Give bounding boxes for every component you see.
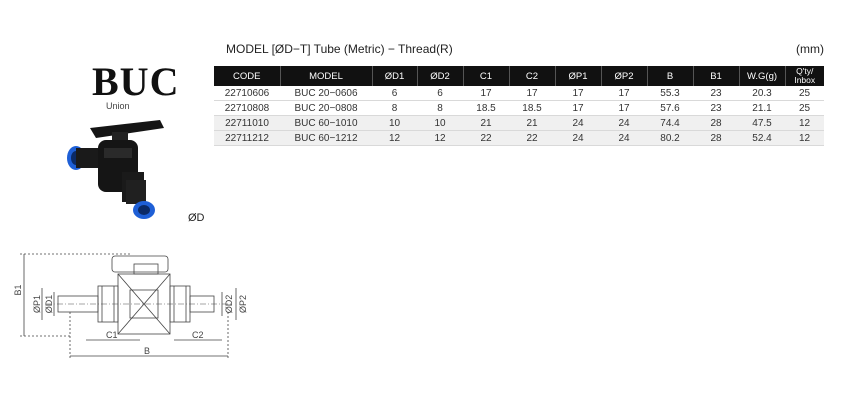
cell-qty: 25: [785, 100, 824, 116]
col-header: ØP2: [601, 66, 648, 86]
technical-drawing: B1 ØP1 ØD1 ØD2 ØP2 C1 C2 B: [13, 253, 248, 360]
cell-b: 57.6: [647, 100, 693, 116]
cell-wg: 52.4: [739, 130, 785, 146]
cell-c1: 18.5: [463, 100, 509, 116]
label-c2: C2: [192, 330, 204, 340]
cell-p1: 24: [555, 115, 601, 131]
cell-c1: 17: [463, 86, 509, 101]
cell-wg: 20.3: [739, 86, 785, 101]
cell-d1: 10: [372, 115, 417, 131]
cell-p2: 24: [601, 115, 647, 131]
cell-c2: 22: [509, 130, 555, 146]
label-b1: B1: [13, 284, 23, 295]
label-p1: ØP1: [32, 295, 42, 313]
label-p2: ØP2: [238, 295, 248, 313]
cell-d1: 8: [372, 100, 417, 116]
cell-d2: 10: [417, 115, 463, 131]
table-row: 22710606 BUC 20−0606 6 6 17 17 17 17 55.…: [214, 86, 824, 101]
col-header: B1: [693, 66, 740, 86]
cell-model: BUC 20−0606: [280, 86, 372, 101]
label-b: B: [144, 346, 150, 356]
product-image: [67, 120, 164, 219]
table-row: 22711212 BUC 60−1212 12 12 22 22 24 24 8…: [214, 130, 824, 146]
cell-model: BUC 20−0808: [280, 100, 372, 116]
qty-header-line1: Q'ty/: [796, 66, 814, 76]
cell-qty: 25: [785, 86, 824, 101]
cell-qty: 12: [785, 115, 824, 131]
cell-b: 55.3: [647, 86, 693, 101]
cell-code: 22710808: [214, 100, 280, 116]
cell-code: 22711212: [214, 130, 280, 146]
col-header: W.G(g): [739, 66, 786, 86]
cell-c2: 18.5: [509, 100, 555, 116]
cell-code: 22710606: [214, 86, 280, 101]
product-brand: BUC: [92, 59, 180, 104]
col-header: CODE: [214, 66, 281, 86]
cell-b1: 28: [693, 115, 739, 131]
cell-p1: 17: [555, 100, 601, 116]
cell-b1: 23: [693, 86, 739, 101]
cell-code: 22711010: [214, 115, 280, 131]
unit-label: (mm): [796, 42, 824, 56]
qty-header-line2: Inbox: [794, 75, 816, 85]
cell-d2: 8: [417, 100, 463, 116]
cell-wg: 47.5: [739, 115, 785, 131]
cell-c1: 21: [463, 115, 509, 131]
col-header: ØD1: [372, 66, 418, 86]
col-header: C1: [463, 66, 510, 86]
cell-p1: 24: [555, 130, 601, 146]
cell-p2: 24: [601, 130, 647, 146]
drawing-handle: [111, 255, 169, 273]
cell-c2: 17: [509, 86, 555, 101]
spec-table: CODE MODEL ØD1 ØD2 C1 C2 ØP1 ØP2 B B1 W.…: [214, 66, 824, 146]
cell-d1: 6: [372, 86, 417, 101]
cell-p1: 17: [555, 86, 601, 101]
cell-p2: 17: [601, 100, 647, 116]
cell-wg: 21.1: [739, 100, 785, 116]
cell-b1: 23: [693, 100, 739, 116]
product-subtitle: Union: [106, 101, 130, 111]
table-row: 22710808 BUC 20−0808 8 8 18.5 18.5 17 17…: [214, 100, 824, 116]
table-header-row: CODE MODEL ØD1 ØD2 C1 C2 ØP1 ØP2 B B1 W.…: [214, 66, 824, 86]
cell-d2: 6: [417, 86, 463, 101]
col-header-qty: Q'ty/ Inbox: [785, 66, 824, 86]
od-label: ØD: [188, 212, 205, 224]
cell-d1: 12: [372, 130, 417, 146]
cell-model: BUC 60−1212: [280, 130, 372, 146]
col-header: MODEL: [280, 66, 373, 86]
col-header: ØP1: [555, 66, 602, 86]
cell-c1: 22: [463, 130, 509, 146]
valve-handle: [90, 120, 164, 138]
cell-d2: 12: [417, 130, 463, 146]
cell-b1: 28: [693, 130, 739, 146]
label-d2: ØD2: [224, 295, 234, 314]
cell-model: BUC 60−1010: [280, 115, 372, 131]
col-header: ØD2: [417, 66, 464, 86]
cell-b: 80.2: [647, 130, 693, 146]
col-header: B: [647, 66, 694, 86]
cell-qty: 12: [785, 130, 824, 146]
cell-p2: 17: [601, 86, 647, 101]
col-header: C2: [509, 66, 556, 86]
spec-header: MODEL [ØD−T] Tube (Metric) − Thread(R) (…: [226, 42, 824, 56]
cell-c2: 21: [509, 115, 555, 131]
model-label: MODEL [ØD−T] Tube (Metric) − Thread(R): [226, 42, 453, 56]
cell-b: 74.4: [647, 115, 693, 131]
table-row: 22711010 BUC 60−1010 10 10 21 21 24 24 7…: [214, 115, 824, 131]
label-c1: C1: [106, 330, 118, 340]
